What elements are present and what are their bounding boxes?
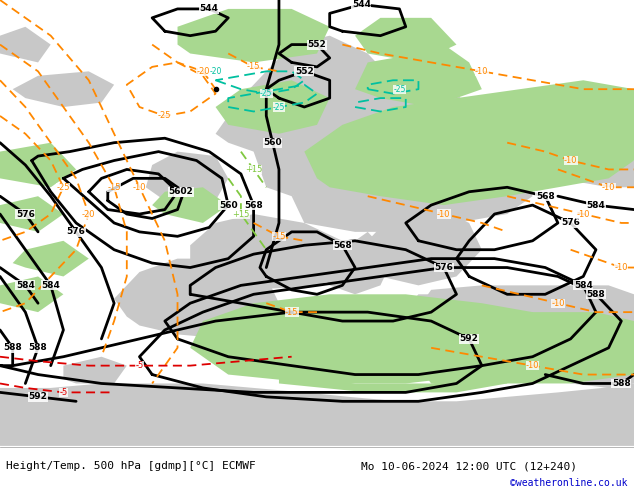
Text: 544: 544 [352,0,371,9]
Polygon shape [501,317,539,334]
Polygon shape [355,134,507,187]
Text: +15: +15 [232,210,250,219]
Text: -10: -10 [602,183,616,192]
Text: 568: 568 [244,200,263,210]
Text: ©weatheronline.co.uk: ©weatheronline.co.uk [510,478,628,488]
Polygon shape [393,170,533,223]
Text: 588: 588 [3,343,22,352]
Text: 584: 584 [16,281,35,290]
Polygon shape [279,156,330,183]
Polygon shape [355,53,482,107]
Polygon shape [0,27,51,62]
Polygon shape [292,170,456,232]
Polygon shape [190,214,355,290]
Text: -25: -25 [273,102,285,112]
Text: -20: -20 [196,67,210,76]
Polygon shape [317,232,393,294]
Polygon shape [216,80,330,134]
Polygon shape [418,312,634,384]
Text: -10: -10 [614,263,628,272]
Text: 568: 568 [536,192,555,201]
Polygon shape [406,294,456,325]
Polygon shape [0,276,63,312]
Text: -25: -25 [56,183,70,192]
Polygon shape [0,384,634,446]
Text: Mo 10-06-2024 12:00 UTC (12+240): Mo 10-06-2024 12:00 UTC (12+240) [361,462,578,471]
Text: 552: 552 [307,40,327,49]
Text: -10: -10 [475,67,489,76]
Text: 576: 576 [16,210,35,219]
Polygon shape [393,45,469,80]
Text: -10: -10 [576,210,590,219]
Text: -15: -15 [107,183,121,192]
Polygon shape [393,53,456,80]
Text: 588: 588 [586,290,605,299]
Text: -15: -15 [272,232,286,241]
Text: 576: 576 [434,263,453,272]
Text: 588: 588 [29,343,48,352]
Polygon shape [0,143,76,187]
Polygon shape [146,151,228,210]
Polygon shape [418,285,634,330]
Polygon shape [152,187,228,223]
Polygon shape [13,241,89,276]
Text: 560: 560 [168,187,187,196]
Text: Height/Temp. 500 hPa [gdmp][°C] ECMWF: Height/Temp. 500 hPa [gdmp][°C] ECMWF [6,462,256,471]
Text: 584: 584 [574,281,593,290]
Polygon shape [368,205,482,285]
Text: 584: 584 [586,200,605,210]
Polygon shape [342,72,469,143]
Text: 552: 552 [295,67,314,76]
Text: -25: -25 [158,111,172,121]
Text: 552: 552 [174,187,193,196]
Polygon shape [13,72,114,107]
Text: -10: -10 [564,156,578,165]
Text: -15: -15 [285,308,299,317]
Text: 584: 584 [41,281,60,290]
Polygon shape [114,259,279,339]
Text: 544: 544 [200,4,219,13]
Polygon shape [545,325,634,388]
Text: -20: -20 [209,67,222,76]
Text: -5: -5 [135,361,144,370]
Polygon shape [0,196,63,232]
Text: 560: 560 [219,200,238,210]
Text: +15: +15 [245,165,262,174]
Text: -5: -5 [59,388,68,397]
Polygon shape [456,125,583,161]
Polygon shape [178,9,330,62]
Text: 576: 576 [561,219,580,227]
Polygon shape [469,89,634,187]
Polygon shape [241,36,406,196]
Polygon shape [558,161,634,187]
Text: -25: -25 [393,85,406,94]
Polygon shape [190,294,558,384]
Text: -10: -10 [133,183,146,192]
Polygon shape [279,374,507,392]
Text: -25: -25 [260,89,273,98]
Text: 592: 592 [29,392,48,401]
Polygon shape [323,308,361,330]
Text: 560: 560 [263,138,282,147]
Text: 592: 592 [460,334,479,343]
Text: 588: 588 [612,379,631,388]
Polygon shape [216,107,266,151]
Text: -10: -10 [551,299,565,308]
Text: -15: -15 [247,62,261,72]
Text: 568: 568 [333,241,352,250]
Polygon shape [355,18,456,62]
Polygon shape [63,357,127,384]
Text: -20: -20 [82,210,96,219]
Text: 576: 576 [67,227,86,236]
Text: -10: -10 [437,210,451,219]
Polygon shape [304,80,634,205]
Text: -10: -10 [526,361,540,370]
